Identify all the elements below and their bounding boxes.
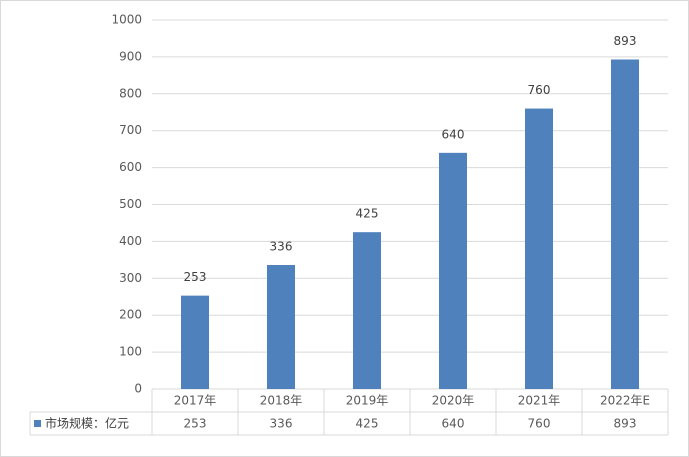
- data-label: 760: [528, 83, 551, 97]
- y-tick-label: 800: [119, 86, 142, 100]
- table-value: 253: [184, 417, 207, 431]
- legend-key: [34, 420, 41, 427]
- y-tick-label: 700: [119, 123, 142, 137]
- x-tick-label: 2020年: [432, 394, 475, 408]
- y-tick-label: 100: [119, 345, 142, 359]
- table-value: 893: [614, 417, 637, 431]
- y-tick-label: 0: [134, 382, 142, 396]
- x-tick-label: 2018年: [260, 394, 303, 408]
- x-tick-label: 2021年: [518, 394, 561, 408]
- x-tick-label: 2022年E: [600, 394, 650, 408]
- y-tick-label: 400: [119, 234, 142, 248]
- x-tick-label: 2019年: [346, 394, 389, 408]
- table-value: 640: [442, 417, 465, 431]
- bar: [611, 59, 639, 389]
- bar: [181, 295, 209, 389]
- y-tick-label: 1000: [111, 13, 142, 27]
- y-tick-label: 500: [119, 197, 142, 211]
- table-value: 760: [528, 417, 551, 431]
- bar: [439, 152, 467, 389]
- bar: [267, 265, 295, 389]
- y-tick-label: 200: [119, 308, 142, 322]
- table-value: 425: [356, 417, 379, 431]
- x-tick-label: 2017年: [174, 394, 217, 408]
- data-label: 893: [614, 34, 637, 48]
- bar: [353, 232, 381, 389]
- y-tick-label: 900: [119, 49, 142, 63]
- y-tick-label: 600: [119, 160, 142, 174]
- table-value: 336: [270, 417, 293, 431]
- y-tick-label: 300: [119, 271, 142, 285]
- data-label: 336: [270, 240, 293, 254]
- bar: [525, 108, 553, 389]
- data-label: 640: [442, 127, 465, 141]
- legend-label: 市场规模：亿元: [45, 416, 129, 431]
- data-label: 425: [356, 207, 379, 221]
- data-label: 253: [184, 270, 207, 284]
